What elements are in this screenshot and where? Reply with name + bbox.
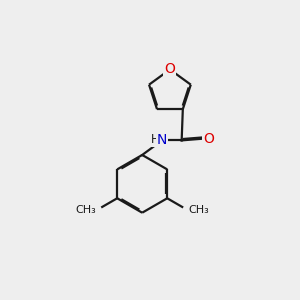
Text: O: O [203, 131, 214, 146]
Text: N: N [157, 134, 167, 147]
Text: CH₃: CH₃ [188, 206, 209, 215]
Text: O: O [164, 62, 175, 76]
Text: H: H [151, 133, 160, 146]
Text: CH₃: CH₃ [75, 206, 96, 215]
